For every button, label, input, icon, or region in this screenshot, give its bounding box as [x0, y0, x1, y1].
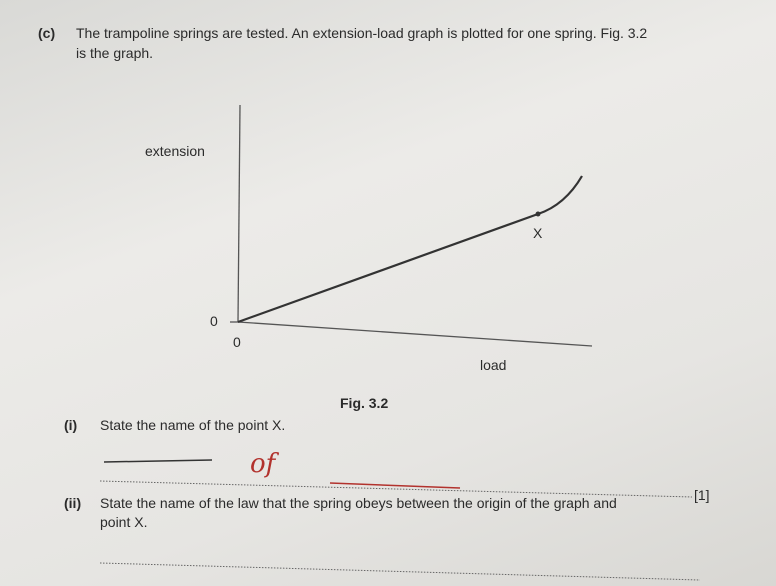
y-axis	[237, 104, 241, 323]
y-origin-label: 0	[210, 313, 218, 329]
part-label: (i)	[64, 417, 77, 433]
question-text: The trampoline springs are tested. An ex…	[76, 25, 647, 41]
marks: [1]	[694, 487, 710, 503]
part-text: State the name of the point X.	[100, 417, 285, 433]
figure-caption: Fig. 3.2	[340, 395, 388, 411]
handwritten-line	[329, 482, 461, 489]
answer-line	[99, 562, 701, 581]
part-label: (ii)	[64, 495, 81, 511]
extension-load-curve	[237, 175, 583, 324]
part-text: State the name of the law that the sprin…	[100, 495, 617, 511]
part-text: point X.	[100, 514, 147, 530]
point-label: X	[533, 225, 543, 241]
y-axis-label: extension	[145, 143, 205, 159]
question-label: (c)	[38, 25, 55, 41]
x-axis	[237, 321, 593, 347]
x-axis-label: load	[480, 357, 506, 373]
point-x	[535, 211, 541, 217]
handwritten-line	[103, 459, 213, 463]
x-origin-label: 0	[233, 334, 241, 350]
question-text: is the graph.	[76, 45, 153, 61]
handwritten-answer: of	[250, 449, 280, 479]
